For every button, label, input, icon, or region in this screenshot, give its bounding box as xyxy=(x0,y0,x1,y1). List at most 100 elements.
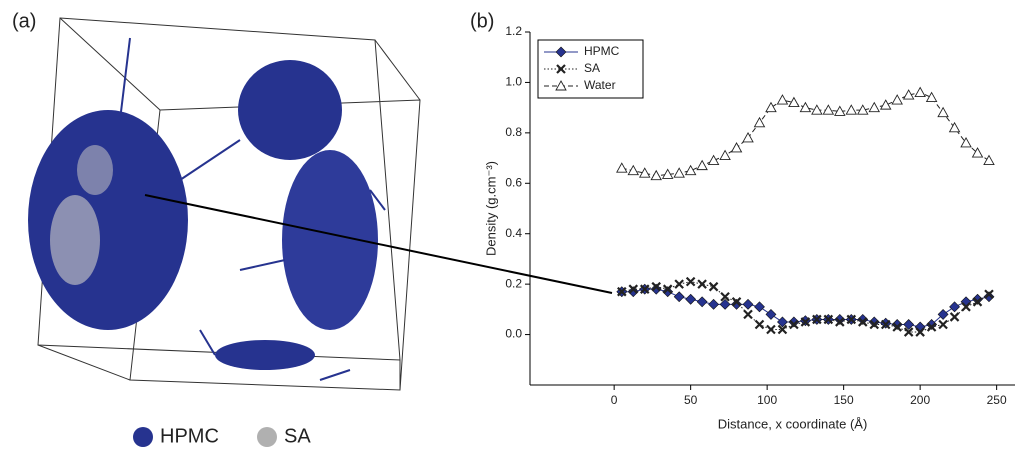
point xyxy=(823,314,834,325)
point xyxy=(777,324,788,335)
x-tick-label: 200 xyxy=(910,393,930,407)
point xyxy=(754,319,765,330)
sa-patch xyxy=(50,195,100,285)
point xyxy=(937,106,949,118)
point xyxy=(800,317,811,327)
point xyxy=(708,298,720,310)
point xyxy=(788,96,800,108)
chart: 0.0 0.2 0.4 0.6 0.8 1.0 1.2 0 50 100 150 200 250 Dist… xyxy=(483,24,1015,431)
point xyxy=(777,316,788,328)
point xyxy=(902,89,915,100)
legend-marker xyxy=(555,80,567,91)
point xyxy=(753,116,766,128)
point xyxy=(925,91,938,103)
point xyxy=(811,104,823,115)
point xyxy=(661,168,674,179)
point xyxy=(742,131,754,143)
point xyxy=(915,327,925,337)
sa-patch xyxy=(77,145,113,195)
point xyxy=(685,293,697,305)
point xyxy=(926,322,937,332)
y-tick-label: 0.0 xyxy=(505,327,522,341)
point xyxy=(627,286,639,298)
y-tick-label: 1.0 xyxy=(505,75,522,89)
point xyxy=(719,298,731,310)
point xyxy=(857,317,868,327)
legend-marker xyxy=(555,46,567,58)
point xyxy=(651,281,661,292)
point xyxy=(834,105,846,116)
point xyxy=(743,309,753,320)
point xyxy=(789,319,799,330)
hpmc-cluster xyxy=(215,340,315,370)
point xyxy=(696,296,708,308)
point xyxy=(903,319,915,330)
point xyxy=(984,289,994,300)
point xyxy=(868,101,881,113)
legend-label: HPMC xyxy=(584,44,620,58)
point xyxy=(937,308,949,320)
y-tick-label: 0.8 xyxy=(505,125,522,139)
point xyxy=(983,154,995,166)
point xyxy=(627,164,640,176)
point xyxy=(948,121,961,133)
point xyxy=(674,279,684,289)
point xyxy=(707,154,720,166)
point xyxy=(617,286,627,297)
point xyxy=(812,314,822,325)
point xyxy=(662,284,673,294)
point xyxy=(971,147,984,158)
point xyxy=(983,291,995,303)
point xyxy=(857,104,869,115)
point xyxy=(891,94,903,105)
point xyxy=(696,159,708,171)
point xyxy=(684,164,697,176)
molecules xyxy=(28,37,613,381)
point xyxy=(708,281,719,292)
point xyxy=(961,302,971,312)
point xyxy=(742,298,754,310)
point xyxy=(949,301,960,313)
point xyxy=(949,312,960,322)
point xyxy=(720,291,730,302)
legend-label: SA xyxy=(584,61,600,75)
point xyxy=(673,291,685,303)
point xyxy=(914,86,926,97)
point xyxy=(880,319,891,330)
point xyxy=(730,142,743,153)
legend-label: Water xyxy=(584,78,616,92)
chain xyxy=(119,37,386,381)
point xyxy=(731,298,742,310)
point xyxy=(697,279,707,289)
legend-swatch xyxy=(257,427,277,447)
point xyxy=(766,324,776,335)
y-tick-label: 0.4 xyxy=(505,226,522,240)
point xyxy=(776,94,789,105)
point xyxy=(892,322,902,332)
legend-label: HPMC xyxy=(160,425,219,447)
point xyxy=(719,149,731,161)
point xyxy=(731,297,742,307)
point xyxy=(903,327,914,337)
point xyxy=(685,276,696,287)
x-tick-label: 0 xyxy=(611,393,618,407)
series-line xyxy=(621,281,990,333)
point xyxy=(754,301,765,313)
point xyxy=(765,101,777,113)
hpmc-cluster xyxy=(238,60,342,160)
point xyxy=(765,308,777,320)
x-tick-label: 150 xyxy=(834,393,854,407)
legend-label: SA xyxy=(284,425,311,447)
point xyxy=(673,167,685,178)
y-tick-label: 0.6 xyxy=(505,175,522,189)
y-tick-label: 1.2 xyxy=(505,24,522,38)
legend: HPMC SA Water xyxy=(537,39,644,99)
point xyxy=(639,284,650,294)
point xyxy=(616,162,628,173)
point xyxy=(879,99,892,110)
point xyxy=(869,319,880,330)
point xyxy=(835,317,845,327)
point xyxy=(845,104,858,115)
panel-label: (a) xyxy=(12,10,36,32)
point xyxy=(662,286,674,298)
